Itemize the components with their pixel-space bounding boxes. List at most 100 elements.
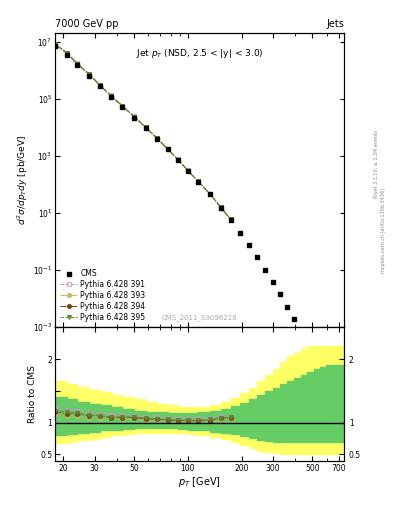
Pythia 6.428 391	[120, 102, 125, 109]
Pythia 6.428 394	[87, 71, 92, 77]
Text: Rivet 3.1.10; ≥ 2.2M events: Rivet 3.1.10; ≥ 2.2M events	[374, 130, 379, 198]
Pythia 6.428 391	[176, 156, 180, 162]
Line: Pythia 6.428 393: Pythia 6.428 393	[53, 42, 233, 222]
Pythia 6.428 395	[64, 50, 69, 56]
Pythia 6.428 394	[132, 114, 136, 120]
CMS	[298, 329, 303, 335]
Pythia 6.428 391	[132, 113, 136, 119]
Pythia 6.428 391	[108, 92, 113, 98]
Pythia 6.428 395	[108, 93, 113, 99]
Pythia 6.428 394	[108, 93, 113, 99]
Pythia 6.428 391	[75, 60, 80, 66]
Pythia 6.428 395	[228, 217, 233, 223]
Line: Pythia 6.428 394: Pythia 6.428 394	[53, 42, 233, 222]
Pythia 6.428 391	[53, 41, 57, 47]
Pythia 6.428 395	[97, 82, 102, 88]
Pythia 6.428 395	[87, 71, 92, 77]
Pythia 6.428 391	[185, 167, 190, 173]
CMS	[263, 267, 268, 273]
CMS	[278, 291, 283, 297]
Pythia 6.428 395	[132, 114, 136, 120]
Pythia 6.428 395	[219, 204, 223, 210]
Pythia 6.428 393	[108, 93, 113, 99]
Pythia 6.428 393	[154, 135, 159, 141]
Pythia 6.428 394	[208, 191, 212, 197]
Pythia 6.428 391	[219, 204, 223, 210]
Pythia 6.428 393	[185, 167, 190, 174]
Pythia 6.428 395	[154, 135, 159, 141]
CMS	[132, 115, 136, 121]
CMS	[97, 83, 102, 89]
CMS	[108, 94, 113, 100]
CMS	[64, 52, 69, 58]
CMS	[208, 191, 212, 198]
CMS	[334, 408, 339, 414]
CMS	[185, 168, 190, 174]
Legend: CMS, Pythia 6.428 391, Pythia 6.428 393, Pythia 6.428 394, Pythia 6.428 395: CMS, Pythia 6.428 391, Pythia 6.428 393,…	[59, 268, 147, 324]
Pythia 6.428 391	[196, 178, 200, 184]
CMS	[329, 393, 334, 399]
CMS	[292, 316, 297, 323]
CMS	[75, 62, 80, 69]
Text: Jets: Jets	[326, 19, 344, 29]
Pythia 6.428 393	[97, 82, 102, 89]
Text: 7000 GeV pp: 7000 GeV pp	[55, 19, 119, 29]
Pythia 6.428 393	[176, 157, 180, 163]
CMS	[228, 218, 233, 224]
Y-axis label: $d^{2}\sigma/dp_{T}dy$ [pb/GeV]: $d^{2}\sigma/dp_{T}dy$ [pb/GeV]	[16, 135, 30, 225]
Pythia 6.428 395	[165, 146, 170, 152]
Pythia 6.428 395	[75, 60, 80, 67]
Pythia 6.428 394	[97, 82, 102, 88]
X-axis label: $p_T$ [GeV]: $p_T$ [GeV]	[178, 475, 221, 489]
Pythia 6.428 394	[53, 41, 57, 48]
Pythia 6.428 393	[53, 41, 57, 48]
Pythia 6.428 395	[176, 157, 180, 163]
Pythia 6.428 393	[208, 191, 212, 197]
Pythia 6.428 391	[165, 145, 170, 152]
Pythia 6.428 391	[143, 124, 148, 130]
Pythia 6.428 394	[154, 135, 159, 141]
CMS	[238, 230, 242, 236]
Pythia 6.428 391	[64, 50, 69, 56]
CMS	[255, 254, 260, 261]
Pythia 6.428 395	[208, 191, 212, 197]
CMS	[120, 104, 125, 110]
Pythia 6.428 394	[165, 146, 170, 152]
CMS	[311, 354, 316, 360]
CMS	[305, 342, 310, 348]
Pythia 6.428 393	[196, 178, 200, 184]
Pythia 6.428 393	[120, 103, 125, 110]
CMS	[176, 157, 180, 163]
Pythia 6.428 393	[132, 114, 136, 120]
Line: Pythia 6.428 391: Pythia 6.428 391	[53, 42, 233, 222]
Text: Jet $p_T$ (NSD, 2.5 < |y| < 3.0): Jet $p_T$ (NSD, 2.5 < |y| < 3.0)	[136, 47, 263, 59]
Line: CMS: CMS	[53, 44, 340, 413]
Pythia 6.428 394	[176, 157, 180, 163]
Pythia 6.428 394	[185, 167, 190, 174]
Pythia 6.428 393	[64, 51, 69, 57]
Pythia 6.428 391	[208, 190, 212, 197]
CMS	[53, 43, 57, 49]
Pythia 6.428 391	[87, 71, 92, 77]
Pythia 6.428 393	[143, 124, 148, 131]
CMS	[285, 304, 290, 310]
Pythia 6.428 394	[228, 217, 233, 223]
Pythia 6.428 391	[97, 81, 102, 88]
Pythia 6.428 394	[64, 50, 69, 56]
Pythia 6.428 393	[75, 61, 80, 67]
CMS	[165, 146, 170, 153]
Pythia 6.428 393	[87, 72, 92, 78]
Pythia 6.428 394	[219, 204, 223, 210]
Pythia 6.428 393	[165, 146, 170, 152]
Pythia 6.428 391	[228, 217, 233, 223]
CMS	[87, 73, 92, 79]
CMS	[317, 367, 322, 373]
Pythia 6.428 395	[185, 167, 190, 174]
CMS	[270, 279, 275, 285]
Pythia 6.428 391	[154, 135, 159, 141]
Pythia 6.428 394	[143, 124, 148, 131]
Pythia 6.428 394	[120, 103, 125, 109]
Pythia 6.428 393	[219, 204, 223, 210]
Pythia 6.428 395	[196, 178, 200, 184]
Text: mcplots.cern.ch [arXiv:1306.3436]: mcplots.cern.ch [arXiv:1306.3436]	[381, 188, 386, 273]
